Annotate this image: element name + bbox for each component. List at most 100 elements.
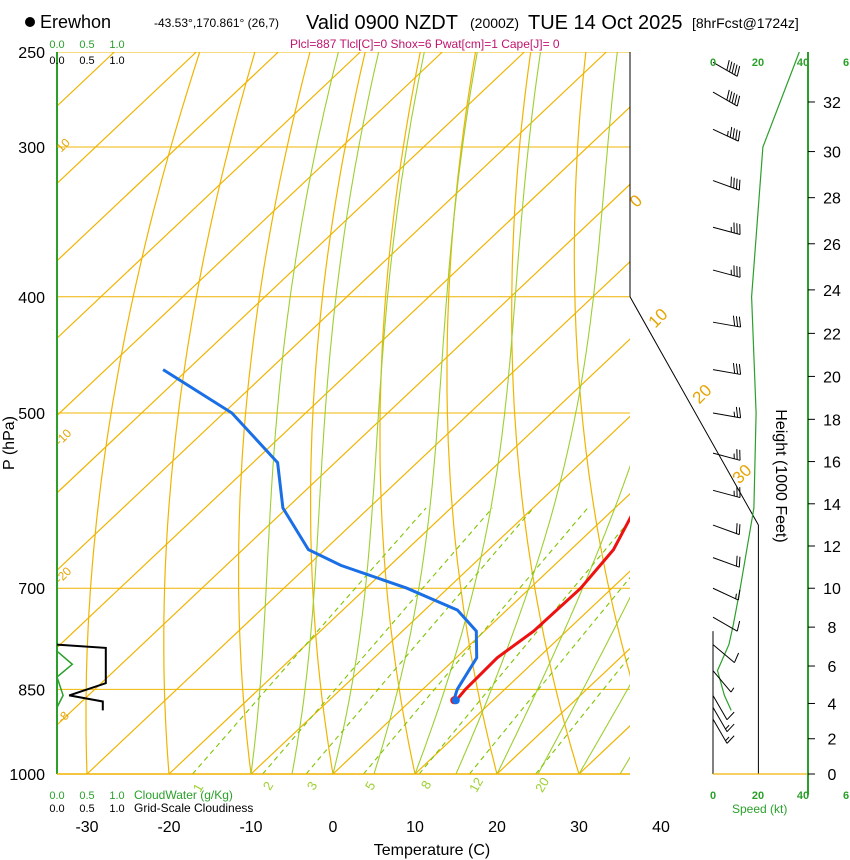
wind-barb-flag bbox=[738, 364, 742, 375]
dry-adiabat bbox=[85, 52, 201, 774]
wind-barb bbox=[712, 644, 740, 663]
dry-adiabat bbox=[511, 52, 580, 774]
height-tick-label: 26 bbox=[823, 237, 841, 254]
speed-tick-top: 20 bbox=[752, 57, 764, 69]
moist-adiabat bbox=[332, 52, 425, 774]
wind-barb-staff bbox=[712, 269, 741, 278]
height-tick-label: 20 bbox=[823, 369, 841, 386]
temperature-tick-label: 40 bbox=[652, 819, 670, 836]
mixing-ratio-label: 12 bbox=[466, 775, 486, 795]
wind-barb bbox=[712, 718, 735, 744]
wind-barb-flag bbox=[738, 316, 742, 328]
mixing-ratio-label: 2 bbox=[260, 779, 277, 793]
wind-barb bbox=[712, 555, 741, 568]
wind-barb-flag bbox=[737, 589, 741, 601]
isotherm-label: 20 bbox=[689, 381, 716, 408]
wind-barb-flag bbox=[738, 179, 741, 191]
isotherm-line bbox=[57, 52, 361, 339]
wind-barb bbox=[712, 315, 742, 328]
wind-barb bbox=[712, 362, 742, 375]
dewpoint-line bbox=[162, 368, 479, 701]
forecast-info: [8hrFcst@1724z] bbox=[692, 15, 799, 31]
wind-barb-staff bbox=[712, 452, 741, 461]
isotherm-label: 10 bbox=[645, 305, 672, 332]
wind-barb-staff bbox=[712, 412, 741, 419]
wind-barb-half bbox=[725, 736, 730, 742]
mixing-ratio-label: 3 bbox=[304, 779, 321, 793]
isotherm-line bbox=[57, 52, 279, 262]
wind-barb bbox=[712, 587, 741, 601]
top-cloud-ticks: 0.0 0.0 0.5 0.5 1.0 1.0 bbox=[49, 39, 124, 67]
x-axis-label: Temperature (C) bbox=[374, 842, 490, 859]
temperature-tick-label: -10 bbox=[239, 819, 262, 836]
cloudwater-tick-bottom: 0.5 bbox=[79, 790, 94, 802]
wind-barb bbox=[712, 126, 741, 142]
bottom-cloud-ticks: 0.00.0 0.50.5 1.01.0 bbox=[49, 790, 124, 815]
isotherm-line bbox=[57, 183, 630, 726]
height-tick-label: 6 bbox=[828, 659, 837, 676]
wind-barb-staff bbox=[712, 369, 741, 375]
wind-barb-staff bbox=[712, 321, 741, 328]
cloudiness-tick-bottom: 0.5 bbox=[79, 803, 94, 815]
wind-barb-flag bbox=[736, 66, 741, 77]
wind-barb-staff bbox=[712, 489, 741, 499]
isotherm-line bbox=[414, 570, 630, 774]
wind-barb-flag bbox=[732, 128, 735, 139]
height-tick-label: 0 bbox=[828, 767, 837, 784]
wind-barb bbox=[712, 176, 741, 191]
dry-adiabat bbox=[163, 52, 256, 774]
moist-adiabat bbox=[578, 683, 630, 774]
cloudiness-tick-bottom: 1.0 bbox=[109, 803, 124, 815]
temperature-tick-label: 30 bbox=[570, 819, 588, 836]
temperature-tick-label: -30 bbox=[75, 819, 98, 836]
speed-tick-bottom: 40 bbox=[797, 790, 809, 802]
height-tick-label: 14 bbox=[823, 497, 841, 514]
wind-barb bbox=[712, 60, 741, 77]
mixing-ratio-line bbox=[363, 507, 589, 774]
wind-barb-staff bbox=[712, 128, 739, 142]
speed-axis-label: Speed (kt) bbox=[732, 802, 787, 816]
wind-barb-flag bbox=[735, 406, 739, 418]
wind-barb-half bbox=[727, 130, 729, 137]
pressure-ticks: 250 300 400 500 700 850 1000 bbox=[9, 45, 45, 784]
cloudiness-tick-top: 1.0 bbox=[109, 55, 124, 67]
wind-barb-flag bbox=[730, 176, 732, 188]
height-tick-label: 10 bbox=[823, 581, 841, 598]
wind-barb-flag bbox=[735, 363, 739, 374]
wind-barb-flag bbox=[738, 556, 741, 568]
station-name: Erewhon bbox=[40, 12, 111, 32]
isotherm-line bbox=[57, 106, 630, 649]
moist-adiabat bbox=[250, 52, 339, 774]
wind-barb bbox=[712, 707, 735, 733]
wind-barb-flag bbox=[735, 523, 738, 534]
mixing-ratio-label: 20 bbox=[532, 775, 552, 795]
temperature-tick-label: 0 bbox=[329, 819, 338, 836]
moist-adiabat bbox=[414, 52, 542, 774]
wind-barb-staff bbox=[712, 61, 738, 77]
temperature-ticks: -30 -20 -10 0 10 20 30 40 bbox=[75, 819, 670, 836]
station-dot bbox=[25, 17, 35, 27]
speed-tick-top: 6 bbox=[843, 57, 849, 69]
wind-barb-flag bbox=[726, 60, 730, 71]
height-tick-label: 32 bbox=[823, 95, 841, 112]
wind-barb-flag bbox=[729, 126, 733, 138]
isotherm-line bbox=[86, 260, 630, 774]
speed-panel-frame bbox=[629, 296, 759, 526]
wind-barb-flag bbox=[735, 316, 739, 327]
wind-barb-flag bbox=[738, 407, 742, 418]
wind-barb-staff bbox=[712, 670, 732, 693]
wind-barb-flag bbox=[733, 652, 740, 663]
wind-barb-half bbox=[735, 593, 737, 599]
pressure-tick-label: 500 bbox=[18, 406, 45, 423]
wind-barb-flag bbox=[735, 129, 738, 140]
wind-barb-staff bbox=[712, 91, 738, 107]
isotherm-line bbox=[57, 52, 607, 572]
wind-barb bbox=[712, 486, 741, 499]
height-axis-label: Height (1000 Feet) bbox=[772, 409, 789, 542]
wind-barb bbox=[712, 523, 741, 536]
y-axis-label: P (hPa) bbox=[1, 416, 18, 470]
dry-adiabat bbox=[635, 52, 743, 774]
